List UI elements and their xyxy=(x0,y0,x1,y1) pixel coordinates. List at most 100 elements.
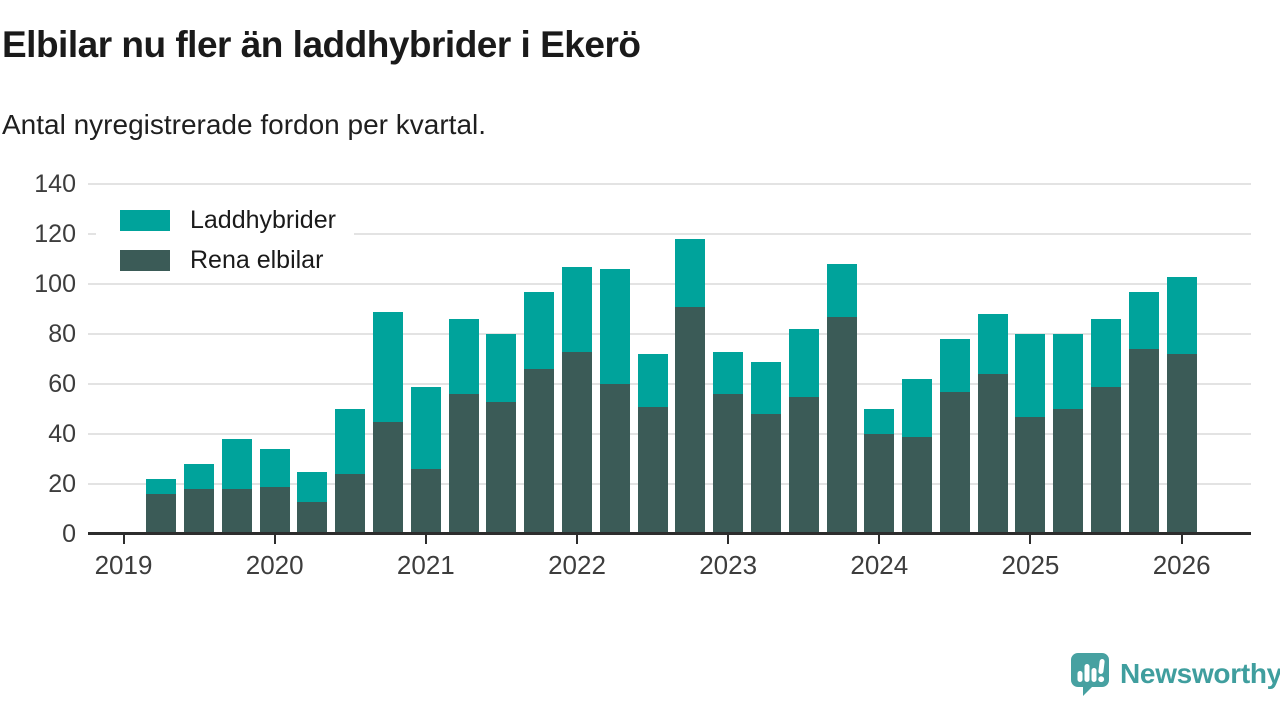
chart-title: Elbilar nu fler än laddhybrider i Ekerö xyxy=(2,24,641,65)
x-axis-label: 2024 xyxy=(850,550,909,580)
bar-rena-elbilar-2023Q1 xyxy=(713,394,744,534)
legend-label-rena-elbilar: Rena elbilar xyxy=(190,246,324,274)
newsworthy-logo-icon xyxy=(1071,653,1109,696)
bar-rena-elbilar-2020Q3 xyxy=(335,474,366,534)
bar-rena-elbilar-2024Q4 xyxy=(977,374,1008,534)
bar-laddhybrider-2024Q1 xyxy=(864,409,895,434)
bar-laddhybrider-2019Q3 xyxy=(184,464,215,489)
y-axis-label: 60 xyxy=(48,370,76,398)
legend: Laddhybrider Rena elbilar xyxy=(96,201,354,280)
x-tick-2020 xyxy=(273,535,276,544)
bar-laddhybrider-2022Q1 xyxy=(561,266,592,352)
gridline-y60 xyxy=(88,383,1251,385)
x-axis-label: 2020 xyxy=(245,550,304,580)
y-axis-label: 40 xyxy=(48,420,76,448)
x-tick-2019 xyxy=(122,535,125,544)
x-axis-label: 2019 xyxy=(94,550,153,580)
bar-rena-elbilar-2020Q4 xyxy=(373,421,404,534)
y-axis-label: 0 xyxy=(62,520,76,548)
bar-rena-elbilar-2022Q1 xyxy=(561,351,592,534)
bar-laddhybrider-2020Q1 xyxy=(259,449,290,487)
bar-laddhybrider-2021Q2 xyxy=(448,319,479,394)
bar-laddhybrider-2024Q4 xyxy=(977,314,1008,374)
bar-laddhybrider-2024Q3 xyxy=(939,339,970,392)
bar-rena-elbilar-2025Q2 xyxy=(1053,409,1084,534)
bar-laddhybrider-2024Q2 xyxy=(902,379,933,437)
bar-rena-elbilar-2021Q2 xyxy=(448,394,479,534)
bar-rena-elbilar-2023Q3 xyxy=(788,396,819,534)
x-axis-line xyxy=(88,532,1251,535)
bar-rena-elbilar-2019Q2 xyxy=(146,494,177,534)
bar-laddhybrider-2023Q1 xyxy=(713,351,744,394)
x-tick-2022 xyxy=(575,535,578,544)
bar-laddhybrider-2022Q3 xyxy=(637,354,668,407)
legend-swatch-laddhybrider xyxy=(120,210,170,231)
y-axis-label: 80 xyxy=(48,320,76,348)
bar-rena-elbilar-2025Q4 xyxy=(1128,349,1159,534)
y-axis-label: 20 xyxy=(48,470,76,498)
bar-laddhybrider-2025Q2 xyxy=(1053,334,1084,409)
x-tick-2023 xyxy=(727,535,730,544)
legend-swatch-rena-elbilar xyxy=(120,250,170,271)
bar-rena-elbilar-2020Q2 xyxy=(297,501,328,534)
y-axis-label: 100 xyxy=(34,270,76,298)
bar-laddhybrider-2023Q4 xyxy=(826,264,857,317)
bar-laddhybrider-2025Q4 xyxy=(1128,291,1159,349)
gridline-y100 xyxy=(88,283,1251,285)
bar-rena-elbilar-2019Q3 xyxy=(184,489,215,534)
bar-rena-elbilar-2024Q2 xyxy=(902,436,933,534)
legend-label-laddhybrider: Laddhybrider xyxy=(190,206,336,234)
bar-rena-elbilar-2022Q3 xyxy=(637,406,668,534)
bar-laddhybrider-2023Q3 xyxy=(788,329,819,397)
x-axis-label: 2023 xyxy=(699,550,758,580)
bar-rena-elbilar-2022Q2 xyxy=(599,384,630,534)
y-axis-label: 120 xyxy=(34,220,76,248)
bar-laddhybrider-2020Q2 xyxy=(297,471,328,502)
bar-rena-elbilar-2021Q3 xyxy=(486,401,517,534)
gridline-y20 xyxy=(88,483,1251,485)
legend-item-laddhybrider: Laddhybrider xyxy=(96,201,354,240)
x-axis-label: 2021 xyxy=(396,550,455,580)
bar-laddhybrider-2022Q2 xyxy=(599,269,630,384)
bar-laddhybrider-2025Q3 xyxy=(1091,319,1122,387)
bar-rena-elbilar-2020Q1 xyxy=(259,486,290,534)
gridline-y40 xyxy=(88,433,1251,435)
gridline-y140 xyxy=(88,183,1251,185)
x-axis-label: 2026 xyxy=(1152,550,1211,580)
chart-subtitle: Antal nyregistrerade fordon per kvartal. xyxy=(2,109,487,140)
bar-rena-elbilar-2025Q3 xyxy=(1091,386,1122,534)
bar-laddhybrider-2019Q4 xyxy=(221,439,252,489)
bar-laddhybrider-2021Q1 xyxy=(410,386,441,469)
bar-laddhybrider-2020Q3 xyxy=(335,409,366,474)
bar-laddhybrider-2021Q3 xyxy=(486,334,517,402)
x-axis-label: 2022 xyxy=(548,550,606,580)
bar-rena-elbilar-2024Q3 xyxy=(939,391,970,534)
bar-rena-elbilar-2019Q4 xyxy=(221,489,252,534)
brand-name: Newsworthy xyxy=(1120,658,1280,689)
bar-rena-elbilar-2025Q1 xyxy=(1015,416,1046,534)
x-tick-2024 xyxy=(878,535,881,544)
bar-rena-elbilar-2026Q1 xyxy=(1166,354,1197,534)
x-tick-2021 xyxy=(424,535,427,544)
bar-rena-elbilar-2021Q4 xyxy=(524,369,555,534)
bar-laddhybrider-2025Q1 xyxy=(1015,334,1046,417)
bar-rena-elbilar-2023Q4 xyxy=(826,316,857,534)
legend-item-rena-elbilar: Rena elbilar xyxy=(96,241,354,280)
bar-rena-elbilar-2023Q2 xyxy=(750,414,781,534)
x-tick-2026 xyxy=(1180,535,1183,544)
bar-rena-elbilar-2022Q4 xyxy=(675,306,706,534)
x-axis-label: 2025 xyxy=(1001,550,1060,580)
gridline-y80 xyxy=(88,333,1251,335)
bar-laddhybrider-2020Q4 xyxy=(373,311,404,422)
brand: Newsworthy xyxy=(1070,652,1280,696)
bar-laddhybrider-2022Q4 xyxy=(675,239,706,307)
bar-rena-elbilar-2021Q1 xyxy=(410,469,441,534)
bar-laddhybrider-2023Q2 xyxy=(750,361,781,414)
gridline-y120 xyxy=(88,233,1251,235)
bar-laddhybrider-2019Q2 xyxy=(146,479,177,494)
y-axis-label: 140 xyxy=(34,170,76,198)
x-tick-2025 xyxy=(1029,535,1032,544)
bar-laddhybrider-2021Q4 xyxy=(524,291,555,369)
